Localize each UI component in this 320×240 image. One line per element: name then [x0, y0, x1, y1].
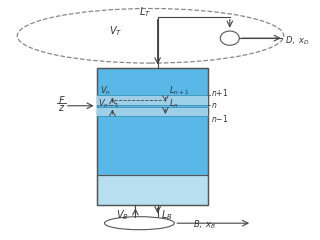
Bar	[97, 174, 208, 205]
Text: $V_B$: $V_B$	[116, 208, 129, 222]
Text: $B,\ x_B$: $B,\ x_B$	[193, 218, 217, 231]
Bar	[97, 68, 208, 174]
Text: $L_{n+1}$: $L_{n+1}$	[169, 84, 189, 97]
Text: $L_B$: $L_B$	[161, 208, 172, 222]
Text: $V_T$: $V_T$	[109, 24, 123, 38]
Text: $z$: $z$	[58, 103, 65, 113]
Text: $n{-}1$: $n{-}1$	[212, 113, 229, 124]
Bar	[97, 68, 208, 205]
Text: $V_n$: $V_n$	[100, 84, 111, 97]
Text: $n{+}1$: $n{+}1$	[212, 87, 229, 98]
Text: $V_{n-1}$: $V_{n-1}$	[98, 97, 120, 110]
Text: $L_T$: $L_T$	[139, 5, 151, 19]
Text: $F$: $F$	[58, 94, 66, 106]
Text: $L_n$: $L_n$	[169, 97, 179, 110]
Text: $D,\ x_D$: $D,\ x_D$	[285, 34, 310, 47]
Text: $n$: $n$	[212, 101, 218, 110]
